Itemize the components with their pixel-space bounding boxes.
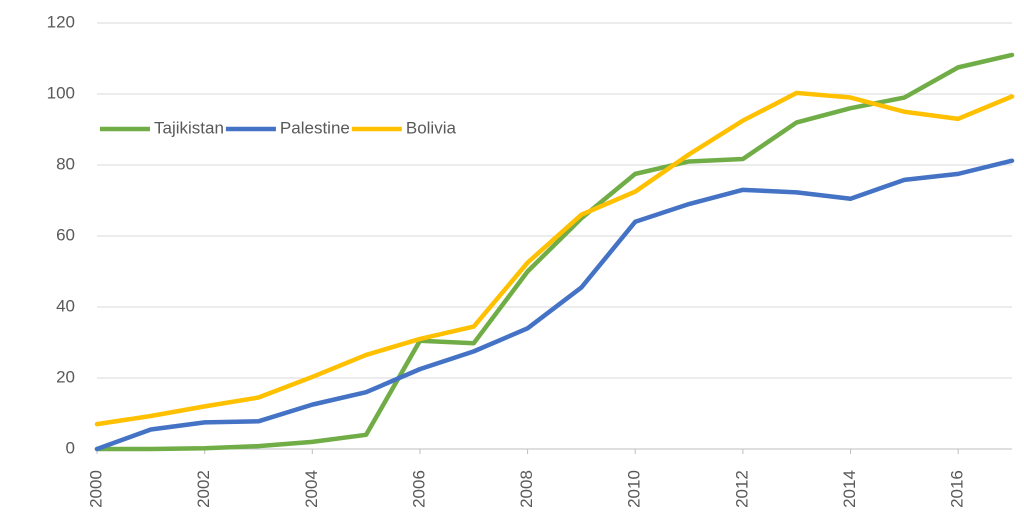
x-tick-label: 2010 (625, 470, 644, 508)
x-tick-label: 2016 (948, 470, 967, 508)
y-tick-label: 20 (56, 367, 75, 386)
x-tick-label: 2004 (302, 470, 321, 508)
legend-label: Palestine (280, 118, 350, 137)
x-tick-label: 2012 (732, 470, 751, 508)
x-tick-label: 2002 (194, 470, 213, 508)
series-line (94, 158, 1015, 452)
x-tick-label: 2008 (517, 470, 536, 508)
y-tick-label: 80 (56, 154, 75, 173)
series-line (94, 90, 1015, 427)
y-tick-label: 100 (47, 83, 75, 102)
x-tick-label: 2006 (409, 470, 428, 508)
x-tick-label: 2014 (840, 470, 859, 508)
legend-label: Bolivia (406, 118, 457, 137)
series-line (94, 52, 1015, 452)
y-tick-label: 40 (56, 296, 75, 315)
y-tick-label: 0 (66, 438, 75, 457)
legend-label: Tajikistan (154, 118, 224, 137)
y-tick-label: 120 (47, 12, 75, 31)
x-tick-label: 2000 (86, 470, 105, 508)
y-tick-label: 60 (56, 225, 75, 244)
